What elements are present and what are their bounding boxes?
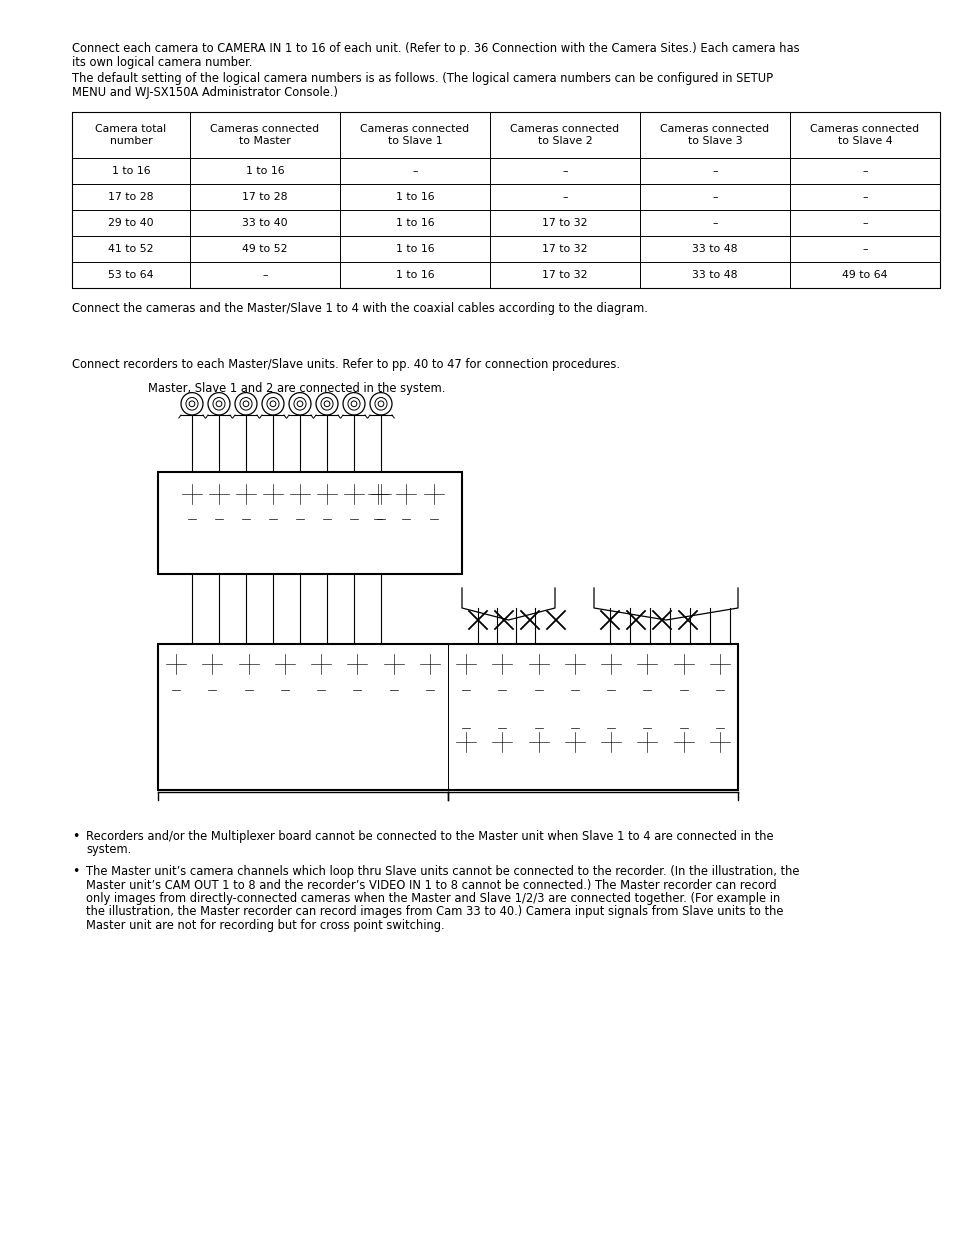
Text: –: –: [862, 219, 867, 228]
Text: 1 to 16: 1 to 16: [395, 219, 434, 228]
Text: –: –: [862, 191, 867, 203]
Text: •: •: [71, 830, 79, 844]
Text: 17 to 28: 17 to 28: [242, 191, 288, 203]
Text: Cameras connected
to Master: Cameras connected to Master: [211, 124, 319, 146]
Text: only images from directly-connected cameras when the Master and Slave 1/2/3 are : only images from directly-connected came…: [86, 892, 780, 905]
Text: 33 to 48: 33 to 48: [692, 270, 737, 280]
Bar: [71, 112, 939, 288]
Text: Master unit are not for recording but for cross point switching.: Master unit are not for recording but fo…: [86, 919, 444, 932]
Text: –: –: [862, 245, 867, 254]
Text: 1 to 16: 1 to 16: [395, 245, 434, 254]
Bar: [158, 472, 461, 574]
Text: 41 to 52: 41 to 52: [108, 245, 153, 254]
Text: –: –: [712, 219, 717, 228]
Text: Master unit’s CAM OUT 1 to 8 and the recorder’s VIDEO IN 1 to 8 cannot be connec: Master unit’s CAM OUT 1 to 8 and the rec…: [86, 878, 776, 892]
Text: Connect recorders to each Master/Slave units. Refer to pp. 40 to 47 for connecti: Connect recorders to each Master/Slave u…: [71, 358, 619, 370]
Text: 1 to 16: 1 to 16: [395, 270, 434, 280]
Text: –: –: [862, 165, 867, 177]
Text: 17 to 28: 17 to 28: [108, 191, 153, 203]
Text: 1 to 16: 1 to 16: [112, 165, 151, 177]
Text: Cameras connected
to Slave 1: Cameras connected to Slave 1: [360, 124, 469, 146]
Text: The Master unit’s camera channels which loop thru Slave units cannot be connecte: The Master unit’s camera channels which …: [86, 864, 799, 878]
Text: 53 to 64: 53 to 64: [108, 270, 153, 280]
Text: –: –: [561, 191, 567, 203]
Bar: [158, 643, 738, 790]
Text: –: –: [412, 165, 417, 177]
Text: Connect each camera to CAMERA IN 1 to 16 of each unit. (Refer to p. 36 Connectio: Connect each camera to CAMERA IN 1 to 16…: [71, 42, 799, 56]
Text: 1 to 16: 1 to 16: [395, 191, 434, 203]
Text: its own logical camera number.: its own logical camera number.: [71, 56, 253, 69]
Text: MENU and WJ-SX150A Administrator Console.): MENU and WJ-SX150A Administrator Console…: [71, 86, 337, 99]
Text: 17 to 32: 17 to 32: [541, 245, 587, 254]
Text: 33 to 48: 33 to 48: [692, 245, 737, 254]
Text: 29 to 40: 29 to 40: [108, 219, 153, 228]
Text: 49 to 52: 49 to 52: [242, 245, 288, 254]
Text: –: –: [712, 191, 717, 203]
Text: Connect the cameras and the Master/Slave 1 to 4 with the coaxial cables accordin: Connect the cameras and the Master/Slave…: [71, 303, 647, 315]
Text: Cameras connected
to Slave 4: Cameras connected to Slave 4: [810, 124, 919, 146]
Text: 49 to 64: 49 to 64: [841, 270, 887, 280]
Text: 1 to 16: 1 to 16: [246, 165, 284, 177]
Text: •: •: [71, 864, 79, 878]
Text: Cameras connected
to Slave 3: Cameras connected to Slave 3: [659, 124, 769, 146]
Text: The default setting of the logical camera numbers is as follows. (The logical ca: The default setting of the logical camer…: [71, 72, 772, 85]
Text: –: –: [712, 165, 717, 177]
Text: system.: system.: [86, 844, 132, 857]
Text: 17 to 32: 17 to 32: [541, 270, 587, 280]
Text: Camera total
number: Camera total number: [95, 124, 167, 146]
Text: Recorders and/or the Multiplexer board cannot be connected to the Master unit wh: Recorders and/or the Multiplexer board c…: [86, 830, 773, 844]
Text: the illustration, the Master recorder can record images from Cam 33 to 40.) Came: the illustration, the Master recorder ca…: [86, 905, 782, 919]
Text: 17 to 32: 17 to 32: [541, 219, 587, 228]
Text: 33 to 40: 33 to 40: [242, 219, 288, 228]
Text: Cameras connected
to Slave 2: Cameras connected to Slave 2: [510, 124, 618, 146]
Text: –: –: [561, 165, 567, 177]
Text: –: –: [262, 270, 268, 280]
Text: Master, Slave 1 and 2 are connected in the system.: Master, Slave 1 and 2 are connected in t…: [148, 382, 445, 395]
